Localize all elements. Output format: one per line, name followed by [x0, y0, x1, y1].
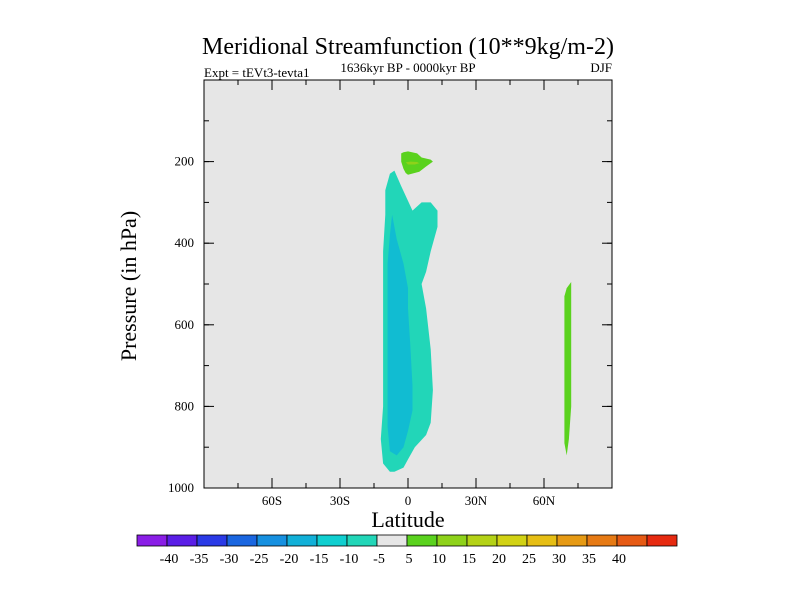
colorbar-label: 10: [432, 552, 446, 567]
colorbar-swatch: [226, 534, 258, 547]
colorbar-label: -30: [220, 552, 239, 567]
x-tick-label: 0: [405, 493, 412, 508]
colorbar: -40 -35 -30 -25 -20 -15 -10 -5 5 10 15 20 25 30 35 40: [136, 534, 678, 567]
colorbar-label: 30: [552, 552, 566, 567]
x-tick-label: 30S: [330, 493, 350, 508]
colorbar-swatch: [406, 534, 438, 547]
colorbar-swatch: [346, 534, 378, 547]
chart-subtitle-right: DJF: [590, 60, 612, 75]
colorbar-swatch: [166, 534, 198, 547]
y-tick-label: 600: [175, 317, 195, 332]
colorbar-swatch: [646, 534, 678, 547]
colorbar-swatch: [196, 534, 228, 547]
y-tick-label: 1000: [168, 480, 194, 495]
colorbar-label: -20: [280, 552, 299, 567]
colorbar-label: 25: [522, 552, 536, 567]
colorbar-label: 15: [462, 552, 476, 567]
colorbar-label: 40: [612, 552, 626, 567]
chart-title: Meridional Streamfunction (10**9kg/m-2): [202, 34, 614, 60]
y-tick-label: 800: [175, 398, 195, 413]
colorbar-label: -35: [190, 552, 209, 567]
y-tick-label: 200: [175, 154, 195, 169]
colorbar-label: -40: [160, 552, 179, 567]
colorbar-label: 35: [582, 552, 596, 567]
colorbar-label: -5: [373, 552, 385, 567]
contour-region-minus10-core: [387, 214, 413, 456]
colorbar-swatch: [556, 534, 588, 547]
colorbar-label: -15: [310, 552, 329, 567]
contour-regions: [380, 151, 572, 472]
colorbar-swatch: [376, 534, 408, 547]
y-tick-label: 400: [175, 235, 195, 250]
colorbar-swatch: [316, 534, 348, 547]
colorbar-swatch: [586, 534, 618, 547]
colorbar-swatch: [466, 534, 498, 547]
colorbar-swatch: [496, 534, 528, 547]
y-axis-label: Pressure (in hPa): [116, 211, 141, 361]
x-axis-label: Latitude: [371, 507, 444, 532]
colorbar-label: 20: [492, 552, 506, 567]
colorbar-swatch: [436, 534, 468, 547]
x-tick-label: 60N: [533, 493, 556, 508]
colorbar-swatch: [286, 534, 318, 547]
chart-subtitle-left: Expt = tEVt3-tevta1: [204, 65, 310, 80]
colorbar-swatch: [136, 534, 168, 547]
chart-subtitle-center: 1636kyr BP - 0000kyr BP: [340, 60, 475, 75]
colorbar-label: 5: [406, 552, 413, 567]
x-tick-label: 60S: [262, 493, 282, 508]
colorbar-swatch: [526, 534, 558, 547]
colorbar-label: -10: [340, 552, 359, 567]
y-axis-ticks: 200 400 600 800 1000: [168, 120, 612, 495]
colorbar-label: -25: [250, 552, 269, 567]
x-tick-label: 30N: [465, 493, 488, 508]
x-axis-ticks: 60S 30S 0 30N 60N: [203, 80, 613, 508]
contour-region-plus5-upper-core: [405, 161, 420, 165]
colorbar-swatch: [256, 534, 288, 547]
contour-region-plus5-nh: [564, 282, 572, 456]
colorbar-swatch: [616, 534, 648, 547]
